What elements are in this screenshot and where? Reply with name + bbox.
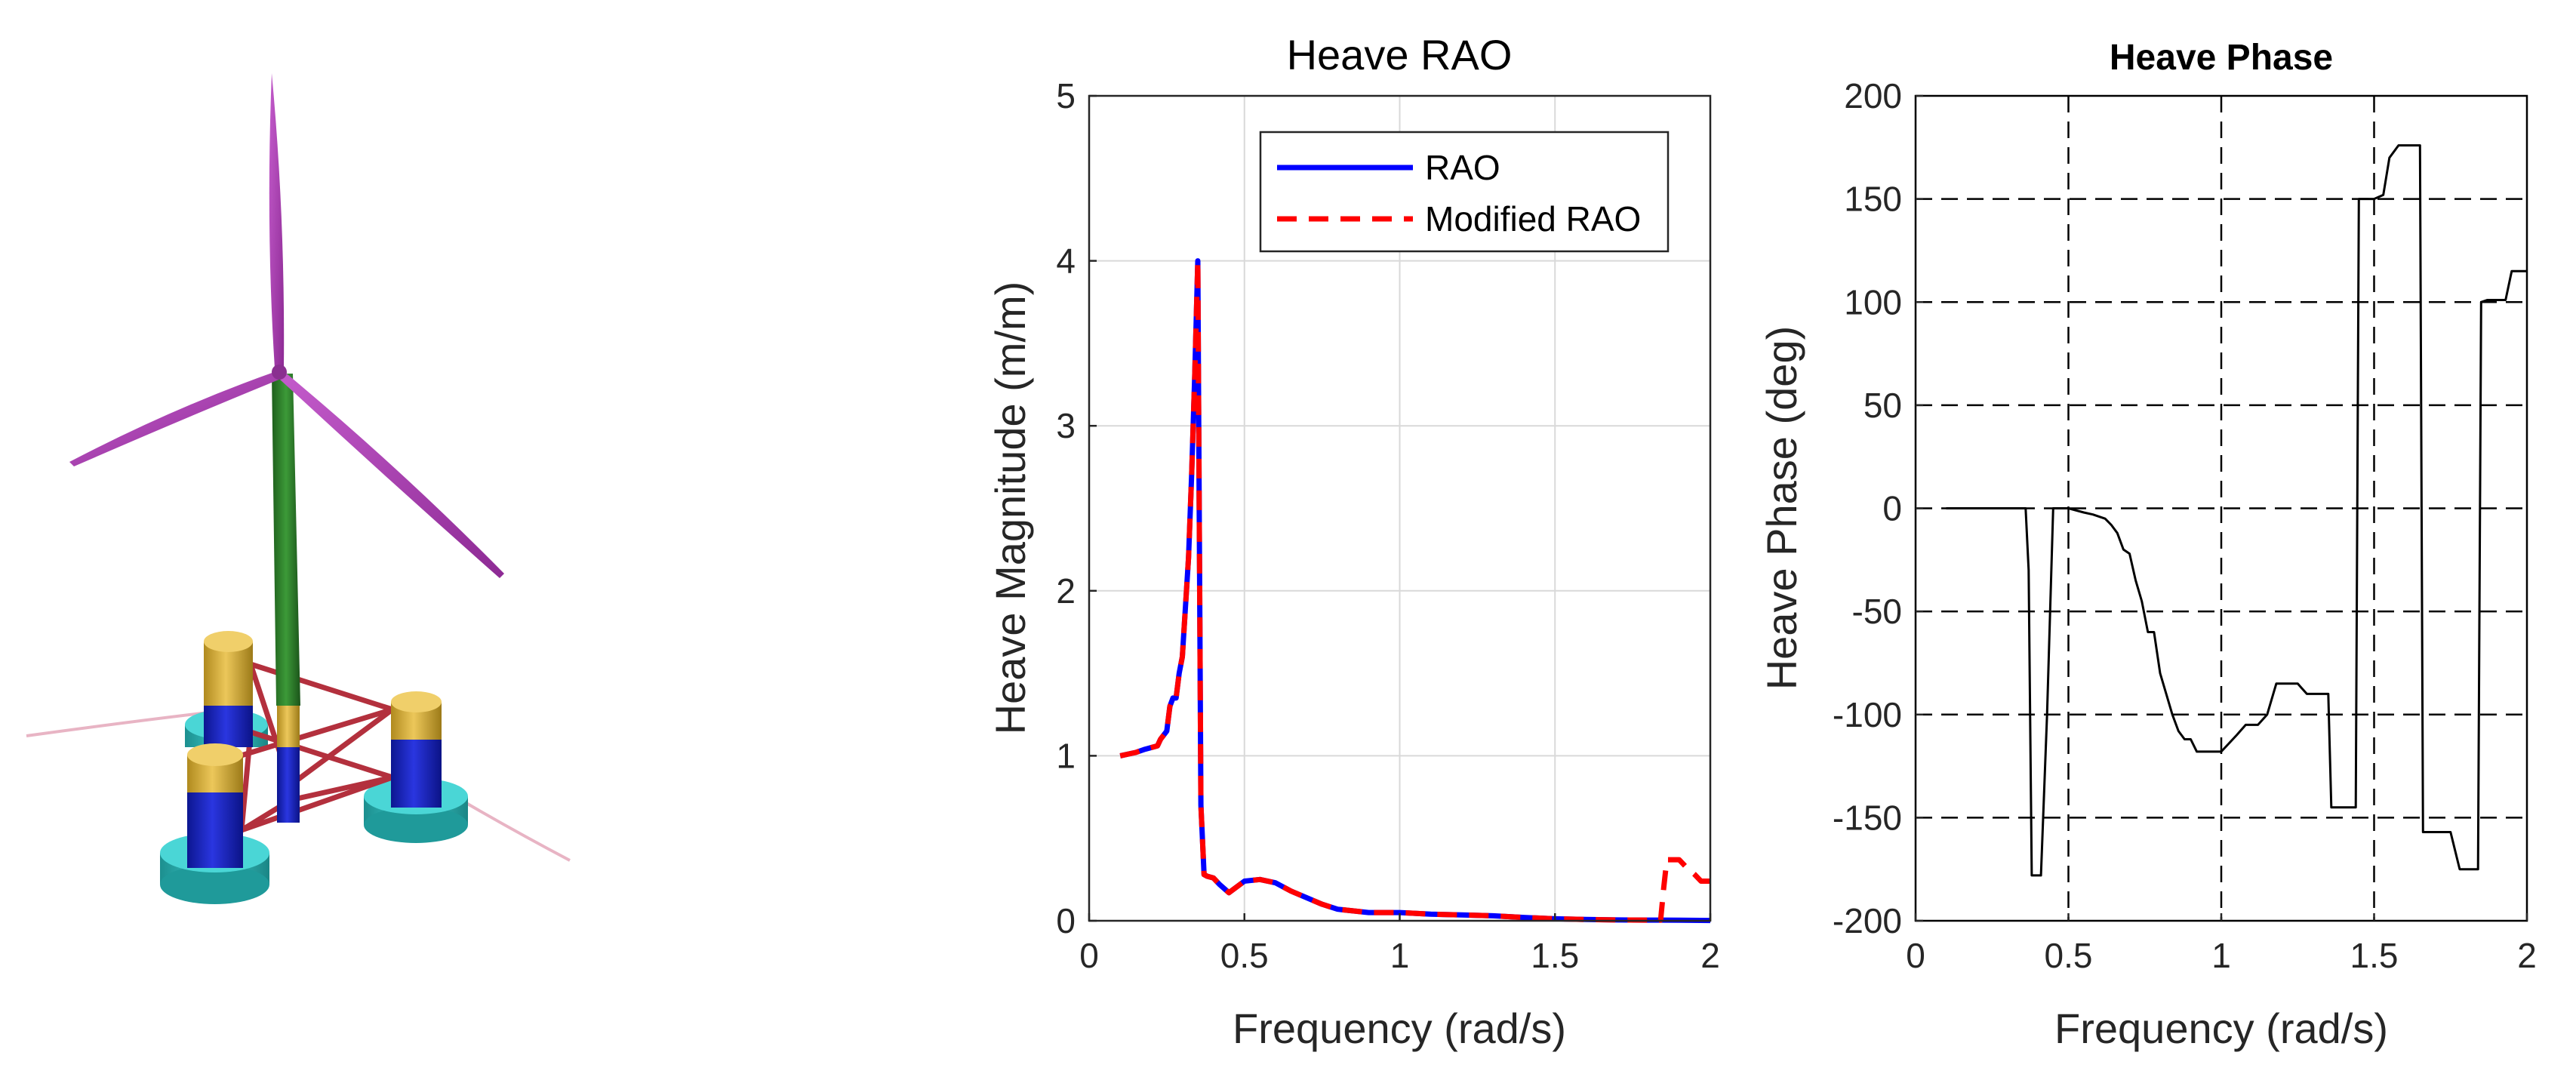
chart1-legend: RAO Modified RAO	[1259, 131, 1670, 253]
chart2-xtick-label: 0	[1906, 936, 1925, 975]
tower	[272, 374, 300, 706]
chart2-series-heave-phase	[1946, 144, 2527, 877]
chart1-ytick-label: 1	[1056, 736, 1076, 775]
chart2-ytick-label: -50	[1852, 592, 1902, 631]
chart2-ytick-label: -150	[1833, 798, 1902, 837]
chart1-ytick-label: 4	[1056, 242, 1076, 281]
chart2-ytick-label: 50	[1864, 386, 1902, 425]
blade-up	[269, 73, 285, 368]
chart2-ylabel: Heave Phase (deg)	[1758, 326, 1805, 691]
column-left	[187, 743, 243, 868]
floating-wind-turbine-icon	[26, 73, 571, 904]
blade-left	[69, 371, 281, 466]
legend-label-rao: RAO	[1425, 148, 1500, 187]
chart1-ticks: 0 0.5 1 1.5 2 0 1 2 3 4 5	[1056, 76, 1719, 975]
heave-plate-right	[364, 778, 468, 843]
chart1-xtick-label: 1	[1390, 936, 1410, 975]
legend-label-modified-rao: Modified RAO	[1425, 199, 1641, 238]
chart2-xtick-label: 0.5	[2045, 936, 2093, 975]
legend-box	[1259, 131, 1670, 253]
chart2-title: Heave Phase	[2110, 38, 2333, 78]
chart2-ytick-label: 0	[1882, 489, 1902, 528]
chart2-xtick-label: 1.5	[2350, 936, 2399, 975]
chart1-ytick-label: 3	[1056, 406, 1076, 445]
chart2-ticks: 0 0.5 1 1.5 2 -200 -150 -100 -50 0 50 100 150 200	[1833, 76, 2537, 975]
chart2-ytick-label: 200	[1844, 76, 1902, 115]
chart1-xlabel: Frequency (rad/s)	[1233, 1005, 1566, 1052]
chart1-ylabel: Heave Magnitude (m/m)	[986, 282, 1034, 735]
chart2-xlabel: Frequency (rad/s)	[2054, 1005, 2388, 1052]
chart2-ytick-label: -200	[1833, 901, 1902, 940]
center-column	[277, 706, 300, 823]
chart1-xtick-label: 2	[1700, 936, 1720, 975]
heave-rao-chart: 0 0.5 1 1.5 2 0 1 2 3 4 5 Heave RAO Frequency (rad…	[986, 31, 1720, 1052]
chart1-ytick-label: 0	[1056, 901, 1076, 940]
chart2-ytick-label: -100	[1833, 695, 1902, 734]
chart2-xtick-label: 1	[2211, 936, 2231, 975]
heave-phase-chart: 0 0.5 1 1.5 2 -200 -150 -100 -50 0 50 100 150 200 Hea…	[1758, 38, 2537, 1052]
column-back	[204, 631, 253, 747]
chart1-series	[1119, 258, 1711, 924]
chart1-title: Heave RAO	[1287, 31, 1513, 78]
chart1-xtick-label: 0	[1079, 936, 1099, 975]
rotor-blades	[69, 73, 504, 578]
chart2-xtick-label: 2	[2517, 936, 2537, 975]
chart2-series	[1946, 144, 2527, 877]
chart1-ytick-label: 5	[1056, 76, 1076, 115]
hub	[272, 365, 287, 380]
column-right	[391, 691, 442, 808]
chart1-xtick-label: 1.5	[1531, 936, 1579, 975]
chart1-ytick-label: 2	[1056, 571, 1076, 611]
blade-right	[279, 371, 504, 578]
chart2-ytick-label: 100	[1844, 282, 1902, 322]
chart1-xtick-label: 0.5	[1220, 936, 1269, 975]
chart2-ytick-label: 150	[1844, 180, 1902, 219]
